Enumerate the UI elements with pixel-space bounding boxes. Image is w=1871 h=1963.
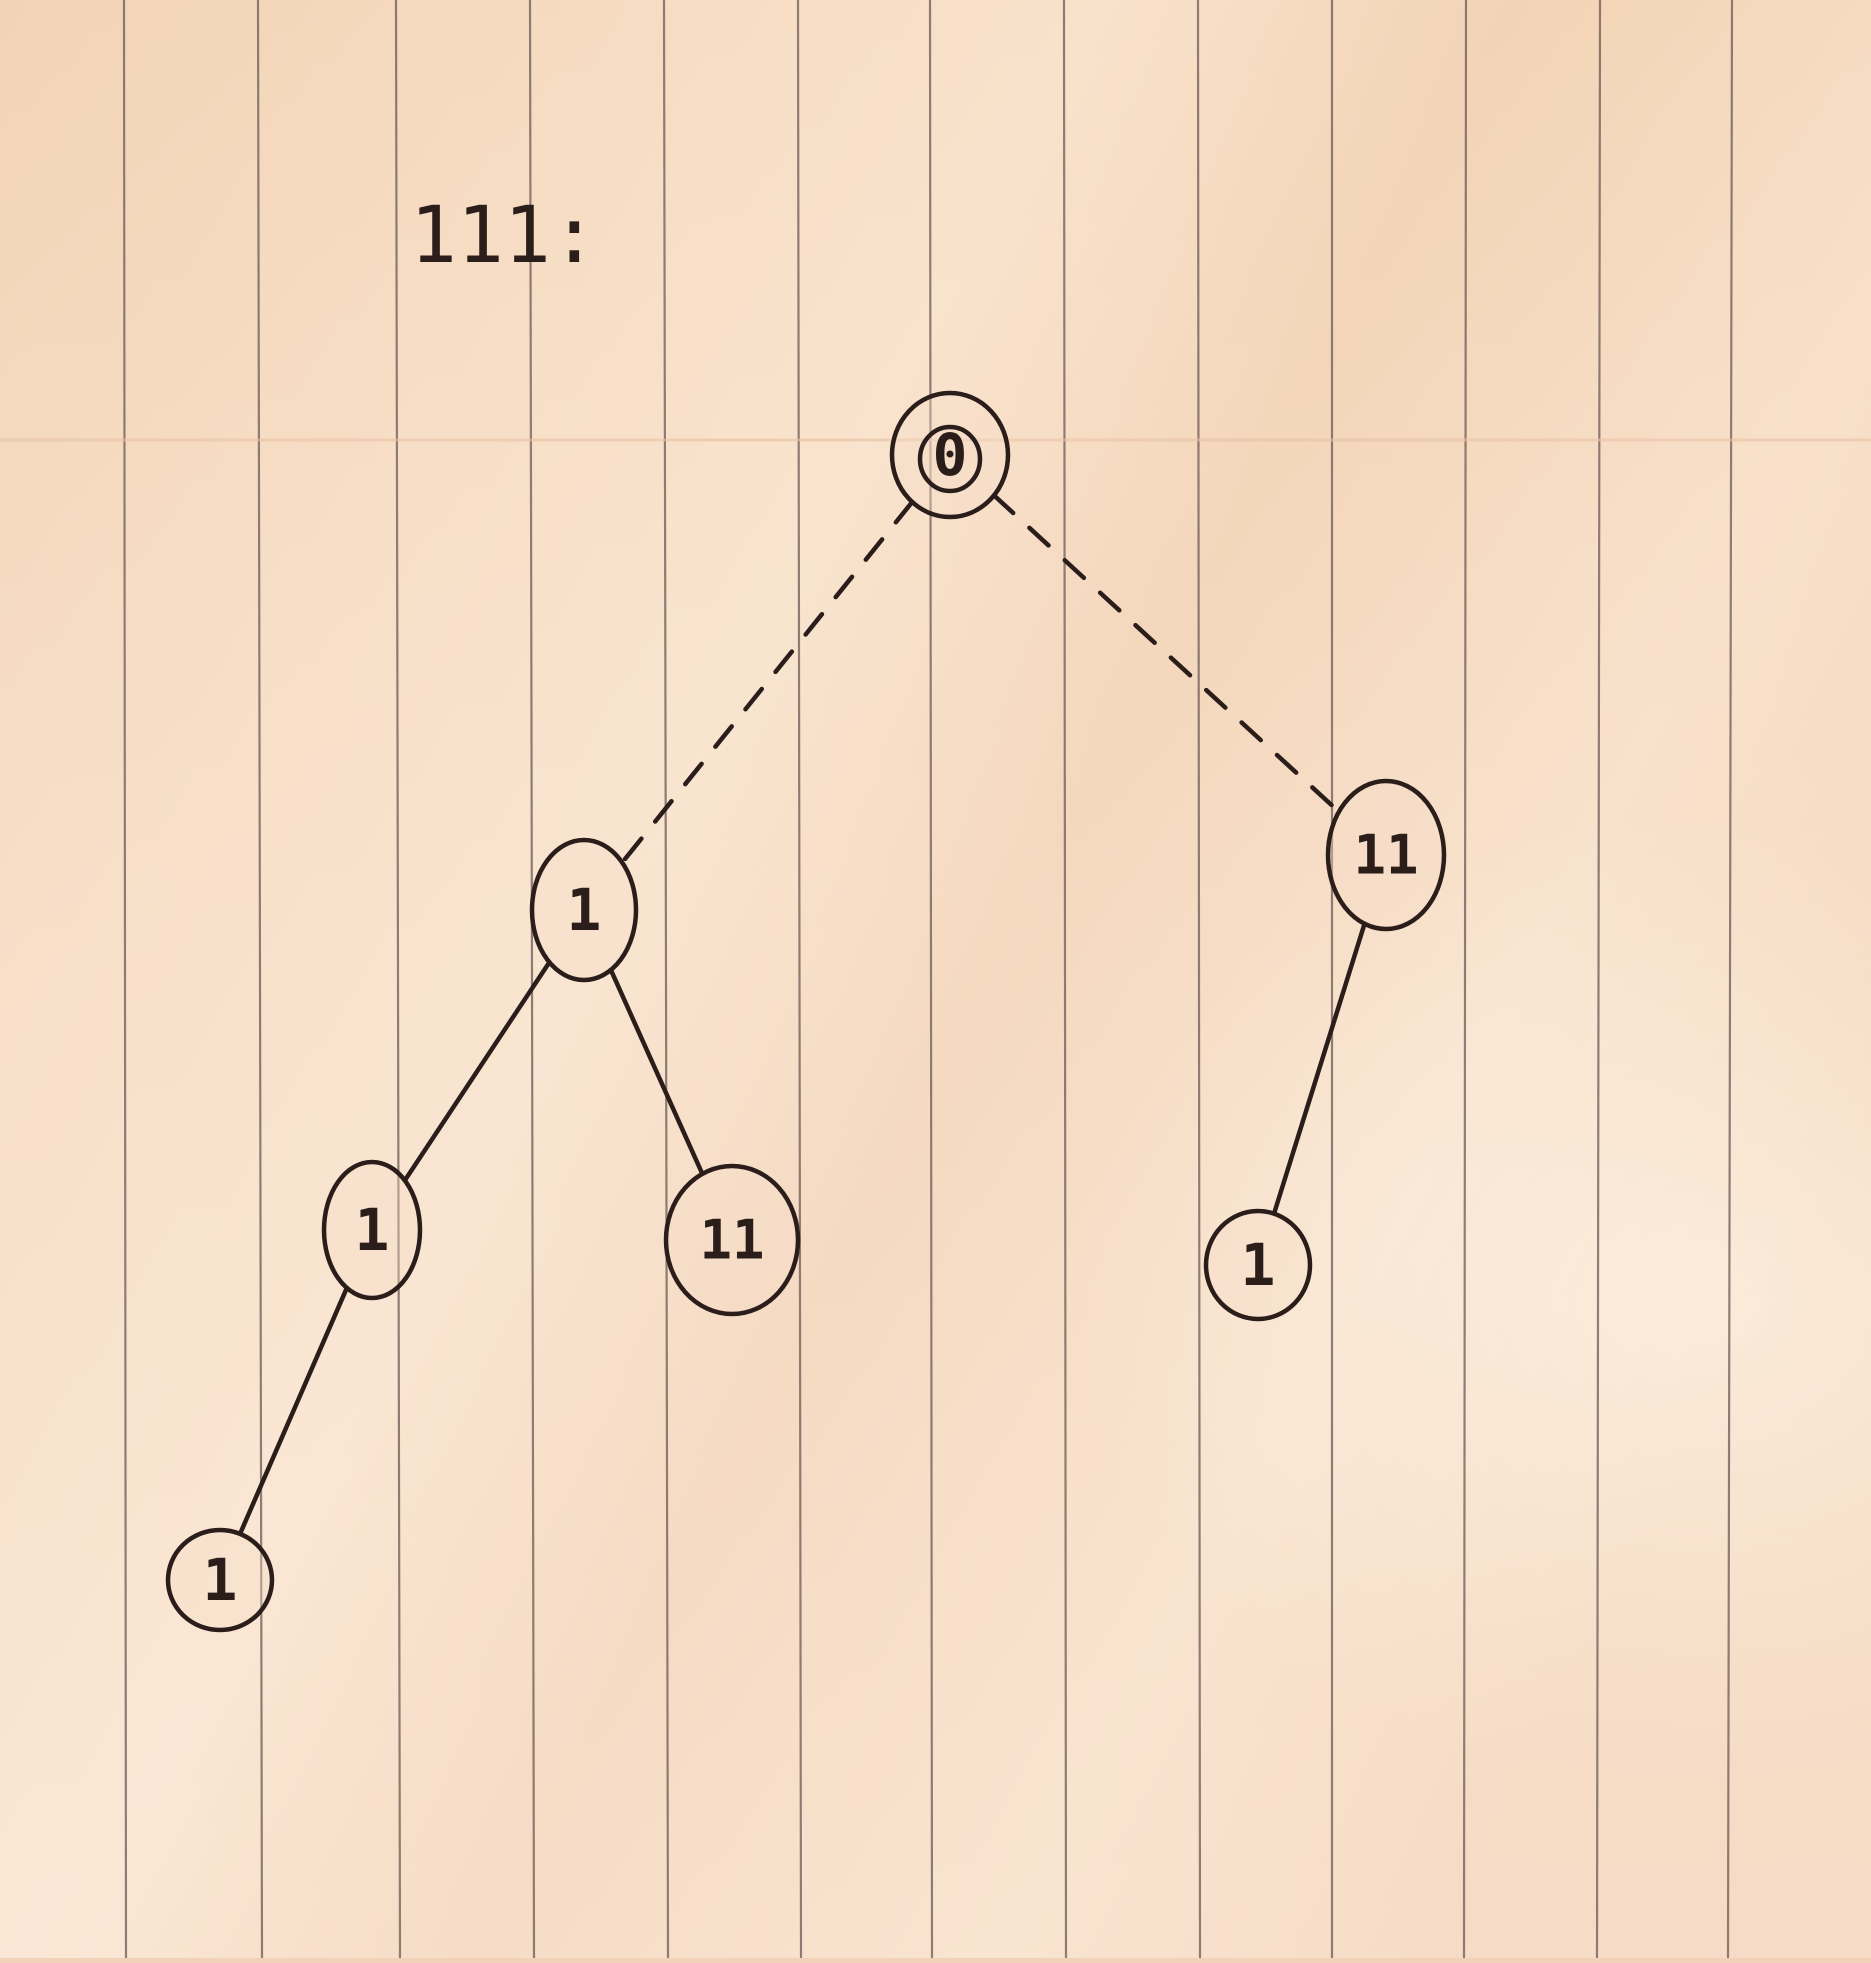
tree-node-left: 1	[529, 837, 639, 983]
tree-node-label: 11	[1353, 824, 1418, 887]
diagram-title: 111:	[410, 191, 598, 281]
tree-node-inner-ring	[917, 424, 983, 494]
tree-node-circle	[165, 1527, 275, 1633]
tree-node-left-left: 1	[321, 1159, 423, 1301]
tree-node-label: 1	[567, 876, 602, 944]
tree-node-circle	[529, 837, 639, 983]
tree-node-label: 1	[203, 1546, 238, 1614]
tree-edge-left-to-left-left	[402, 959, 552, 1183]
tree-node-circle	[321, 1159, 423, 1301]
tree-node-right: 11	[1325, 778, 1447, 932]
tree-node-circle	[1203, 1208, 1313, 1322]
tree-edge-root-to-right	[991, 493, 1342, 815]
tree-node-circle	[663, 1163, 801, 1317]
tree-node-root: 0	[889, 390, 1011, 520]
tree-node-label: 0	[933, 421, 968, 489]
tree-node-right-left: 1	[1203, 1208, 1313, 1322]
tree-edge-root-to-left	[619, 499, 915, 865]
tree-edges	[237, 493, 1367, 1537]
tree-node-label: 1	[355, 1196, 390, 1264]
tree-edge-right-to-right-left	[1271, 921, 1367, 1216]
tree-edge-left-left-to-left-left-left	[237, 1285, 350, 1537]
tree-node-left-right: 11	[663, 1163, 801, 1317]
tree-node-left-left-left: 1	[165, 1527, 275, 1633]
tree-node-circle	[889, 390, 1011, 520]
tree-node-circle	[1325, 778, 1447, 932]
ruled-lines	[122, 0, 1734, 1959]
tree-edge-left-to-left-right	[608, 967, 705, 1177]
tree-node-label: 1	[1241, 1231, 1276, 1299]
tree-node-label: 11	[699, 1209, 764, 1272]
